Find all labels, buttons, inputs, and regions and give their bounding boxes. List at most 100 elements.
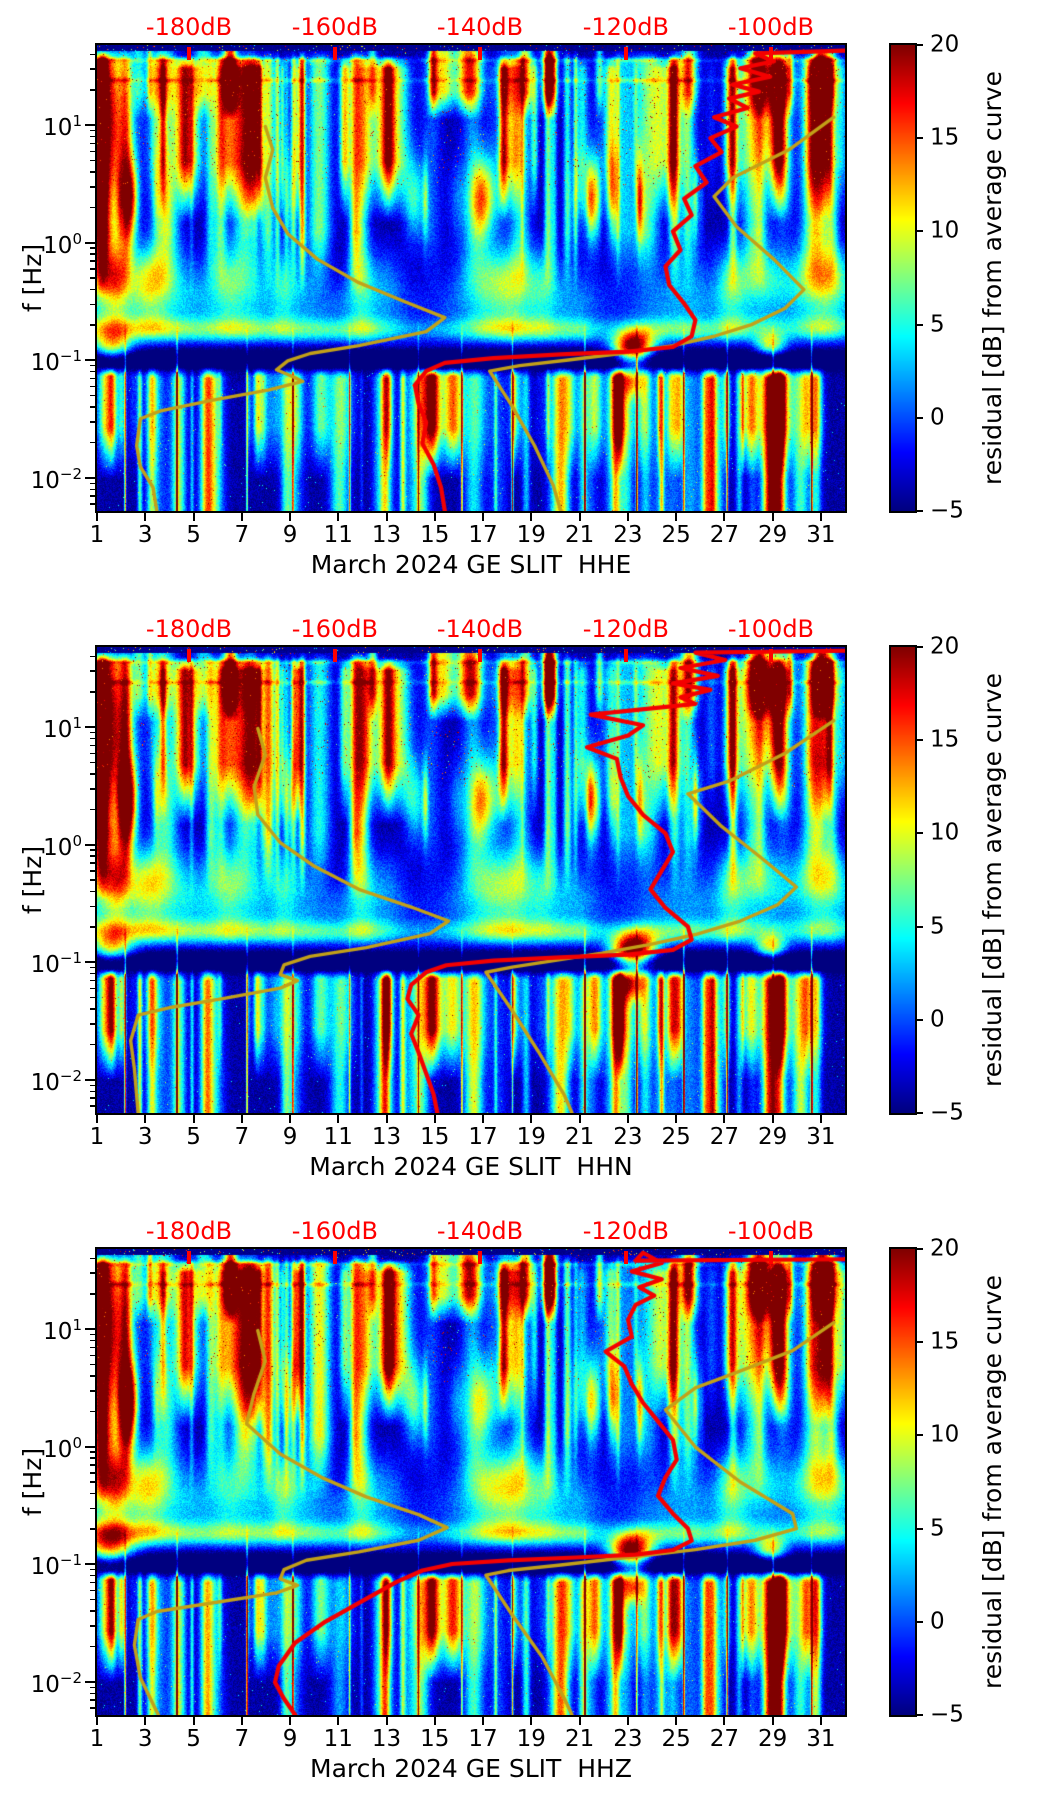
top-axis-red-tick-mark (768, 649, 773, 662)
y-axis-minor-tick-mark (90, 1645, 95, 1648)
x-axis-tick-mark (240, 513, 243, 521)
x-axis-tick-mark (289, 513, 292, 521)
y-axis-minor-tick-mark (90, 503, 95, 505)
top-axis-db-label: -120dB (582, 615, 669, 643)
x-axis-tick-mark (240, 1115, 243, 1123)
y-axis-tick-label: 10−2 (30, 1066, 82, 1096)
y-axis-tick-label: 100 (43, 1433, 82, 1463)
y-axis-minor-tick-mark (90, 1686, 95, 1688)
x-axis-tick-label: 5 (186, 522, 201, 548)
colorbar-tick-label: 0 (930, 1608, 945, 1635)
y-axis-minor-tick-mark (90, 926, 95, 928)
y-axis-minor-tick-mark (90, 752, 95, 755)
x-axis-tick-label: 9 (282, 1124, 298, 1150)
y-axis-minor-tick-mark (90, 788, 95, 790)
colorbar-tick-mark (915, 646, 923, 648)
y-axis-minor-tick-mark (90, 1707, 95, 1709)
top-axis-red-tick-mark (187, 649, 191, 662)
x-axis-tick-label: 17 (468, 1124, 498, 1150)
y-axis-minor-tick-mark (90, 1090, 95, 1092)
colorbar-tick-mark (915, 230, 923, 233)
colorbar-tick-label: 15 (930, 726, 960, 753)
top-axis-db-label: -140dB (436, 13, 524, 41)
x-axis-tick-label: 29 (757, 522, 788, 548)
x-axis-tick-label: 7 (234, 1726, 250, 1752)
y-axis-minor-tick-mark (90, 987, 95, 990)
x-axis-tick-mark (626, 513, 629, 521)
x-axis-tick-mark (771, 1717, 774, 1725)
y-axis-minor-tick-mark (90, 260, 95, 262)
y-axis-tick-label: 101 (43, 714, 82, 743)
colorbar-label: residual [dB] from average curve (978, 1275, 1007, 1689)
x-axis-tick-label: 5 (186, 1124, 201, 1150)
y-axis-tick-mark (85, 1563, 95, 1566)
y-axis-minor-tick-mark (90, 879, 95, 881)
y-axis-minor-tick-mark (90, 1492, 95, 1495)
x-axis-tick-label: 7 (234, 1124, 250, 1150)
colorbar-tick-label: 10 (930, 1421, 960, 1448)
x-axis-tick-mark (771, 1115, 774, 1123)
y-axis-minor-tick-mark (90, 1481, 95, 1483)
x-axis-tick-mark (626, 1115, 629, 1123)
x-axis-tick-mark (482, 1717, 485, 1725)
top-axis-db-label: -160dB (291, 615, 378, 643)
x-axis-tick-label: 27 (709, 1726, 739, 1752)
y-axis-minor-tick-mark (90, 1610, 95, 1612)
top-axis-db-label: -180dB (145, 13, 233, 41)
y-axis-minor-tick-mark (90, 761, 95, 764)
y-axis-minor-tick-mark (90, 808, 95, 811)
x-axis-tick-label: 3 (137, 522, 153, 548)
top-axis-red-tick-mark (477, 649, 482, 662)
y-axis-minor-tick-mark (90, 385, 95, 388)
top-axis-db-label: -140dB (436, 615, 524, 643)
y-axis-minor-tick-mark (90, 905, 95, 908)
x-axis-tick-label: 5 (186, 1726, 201, 1752)
colorbar-tick-label: 5 (930, 1515, 945, 1542)
y-axis-tick-mark (85, 359, 95, 362)
x-axis-tick-mark (433, 1115, 436, 1123)
top-axis-red-tick-mark (768, 1251, 773, 1264)
y-axis-tick-mark (85, 124, 95, 127)
top-axis-red-tick-mark (477, 1251, 482, 1264)
colorbar-tick-mark (915, 1248, 923, 1250)
x-axis-tick-label: 1 (89, 522, 105, 548)
y-axis-minor-tick-mark (90, 89, 95, 91)
y-axis-minor-tick-mark (90, 1410, 95, 1413)
top-axis-red-tick-mark (623, 47, 628, 60)
colorbar-label: residual [dB] from average curve (978, 673, 1007, 1087)
x-axis-tick-mark (675, 1115, 678, 1123)
top-axis-red-tick-mark (187, 1251, 191, 1264)
y-axis-minor-tick-mark (90, 206, 95, 209)
x-axis-tick-label: 21 (564, 1124, 595, 1150)
top-axis-red-tick-mark (768, 47, 773, 60)
colorbar-tick-label: 20 (930, 31, 960, 58)
y-axis-minor-tick-mark (90, 870, 95, 872)
y-axis-minor-tick-mark (90, 655, 95, 658)
spectrogram-panel-hhz: March 2024 GE SLIT HHZ f [Hz] residual [… (0, 1204, 1052, 1806)
x-axis-tick-label: 21 (564, 522, 595, 548)
y-axis-minor-tick-mark (90, 1451, 95, 1453)
x-axis-tick-mark (723, 1115, 726, 1123)
x-axis-tick-mark (530, 1717, 533, 1725)
x-axis-tick-mark (482, 1115, 485, 1123)
x-axis-tick-label: 7 (234, 522, 250, 548)
top-axis-db-label: -180dB (145, 615, 233, 643)
top-axis-db-label: -120dB (582, 13, 669, 41)
y-axis-minor-tick-mark (90, 1581, 95, 1584)
colorbar-tick-mark (915, 925, 923, 928)
y-axis-minor-tick-mark (90, 691, 95, 693)
y-axis-minor-tick-mark (90, 495, 95, 497)
x-axis-tick-label: 29 (757, 1726, 788, 1752)
y-axis-tick-label: 101 (43, 1316, 82, 1345)
x-axis-tick-mark (144, 1717, 147, 1725)
colorbar-hhz (891, 1249, 915, 1715)
y-axis-minor-tick-mark (90, 1043, 95, 1046)
x-axis-tick-label: 31 (806, 522, 836, 548)
y-axis-minor-tick-mark (90, 1339, 95, 1342)
y-axis-minor-tick-mark (90, 68, 95, 70)
top-axis-red-tick-mark (187, 47, 191, 60)
x-axis-tick-mark (144, 1115, 147, 1123)
x-axis-tick-mark (289, 1717, 292, 1725)
colorbar-tick-mark (915, 832, 923, 835)
colorbar-hhn (891, 647, 915, 1113)
